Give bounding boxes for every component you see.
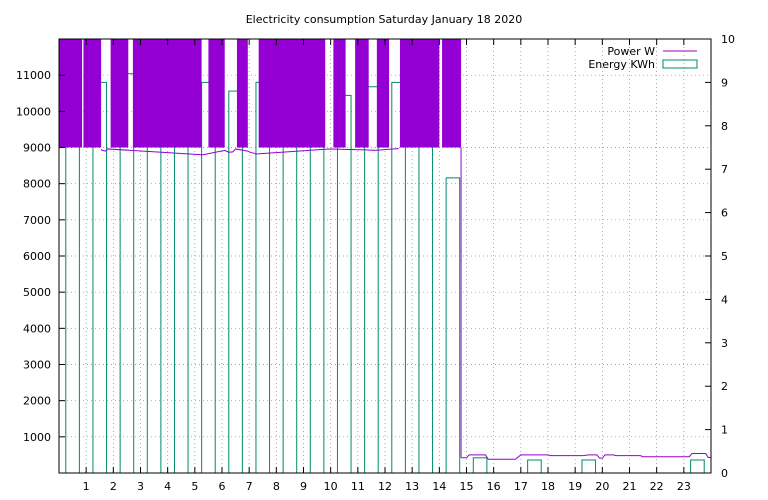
y-left-tick-label: 6000 (23, 250, 51, 263)
y-right-tick-label: 1 (721, 424, 728, 437)
x-tick-label: 15 (460, 480, 474, 493)
y-right-tick-label: 5 (721, 250, 728, 263)
x-tick-label: 16 (487, 480, 501, 493)
y-left-tick-label: 1000 (23, 431, 51, 444)
power-fill-band (442, 39, 462, 148)
x-tick-label: 4 (164, 480, 171, 493)
power-fill-band (399, 39, 440, 148)
x-tick-label: 23 (677, 480, 691, 493)
y-axis-right: 0 1 2 3 4 5 6 7 8 9 10 (705, 33, 735, 480)
y-right-tick-label: 8 (721, 120, 728, 133)
y-left-tick-label: 11000 (16, 69, 51, 82)
y-right-tick-label: 4 (721, 293, 728, 306)
x-tick-label: 13 (405, 480, 419, 493)
legend: Power W Energy KWh (588, 45, 698, 71)
y-left-tick-label: 7000 (23, 214, 51, 227)
x-tick-label: 2 (110, 480, 117, 493)
y-left-tick-label: 3000 (23, 359, 51, 372)
x-tick-label: 12 (378, 480, 392, 493)
y-left-tick-label: 5000 (23, 286, 51, 299)
x-tick-label: 21 (623, 480, 637, 493)
x-axis: 1 2 3 4 5 6 7 8 9 10 11 12 13 14 15 16 17 18 19 20 21 22 23 (83, 39, 691, 493)
power-fill-band (132, 39, 202, 148)
power-fill-band (376, 39, 390, 148)
chart-title: Electricity consumption Saturday January… (246, 13, 523, 26)
y-left-tick-label: 8000 (23, 178, 51, 191)
power-fill-band (333, 39, 346, 148)
x-tick-label: 20 (595, 480, 609, 493)
power-fill-band (208, 39, 225, 148)
x-tick-label: 1 (83, 480, 90, 493)
y-right-tick-label: 6 (721, 207, 728, 220)
power-fill-band (236, 39, 248, 148)
y-axis-left: 1000 2000 3000 4000 5000 6000 7000 8000 9000 1000… (16, 69, 65, 444)
y-right-tick-label: 10 (721, 33, 735, 46)
legend-label-power: Power W (607, 45, 655, 58)
y-right-tick-label: 9 (721, 76, 728, 89)
x-tick-label: 18 (541, 480, 555, 493)
x-tick-label: 7 (246, 480, 253, 493)
y-left-tick-label: 4000 (23, 322, 51, 335)
x-tick-label: 10 (324, 480, 338, 493)
x-tick-label: 6 (219, 480, 226, 493)
x-tick-label: 22 (650, 480, 664, 493)
x-tick-label: 19 (568, 480, 582, 493)
x-tick-label: 17 (514, 480, 528, 493)
x-tick-label: 14 (432, 480, 446, 493)
power-tail-line (461, 452, 711, 460)
y-right-tick-label: 2 (721, 380, 728, 393)
y-left-tick-label: 9000 (23, 142, 51, 155)
y-right-tick-label: 7 (721, 163, 728, 176)
y-left-tick-label: 10000 (16, 105, 51, 118)
power-fill-band (355, 39, 369, 148)
legend-swatch-energy (662, 59, 698, 69)
x-tick-label: 3 (137, 480, 144, 493)
x-tick-label: 11 (351, 480, 365, 493)
power-dip-line (100, 148, 399, 156)
power-fill-band (258, 39, 326, 148)
legend-label-energy: Energy KWh (588, 58, 655, 71)
power-fill-band (59, 39, 83, 148)
power-fill-band (83, 39, 102, 148)
power-fill-band (110, 39, 129, 148)
power-series (59, 39, 711, 460)
x-tick-label: 5 (191, 480, 198, 493)
x-tick-label: 8 (273, 480, 280, 493)
y-left-tick-label: 2000 (23, 395, 51, 408)
y-right-tick-label: 0 (721, 467, 728, 480)
y-right-tick-label: 3 (721, 337, 728, 350)
x-tick-label: 9 (300, 480, 307, 493)
